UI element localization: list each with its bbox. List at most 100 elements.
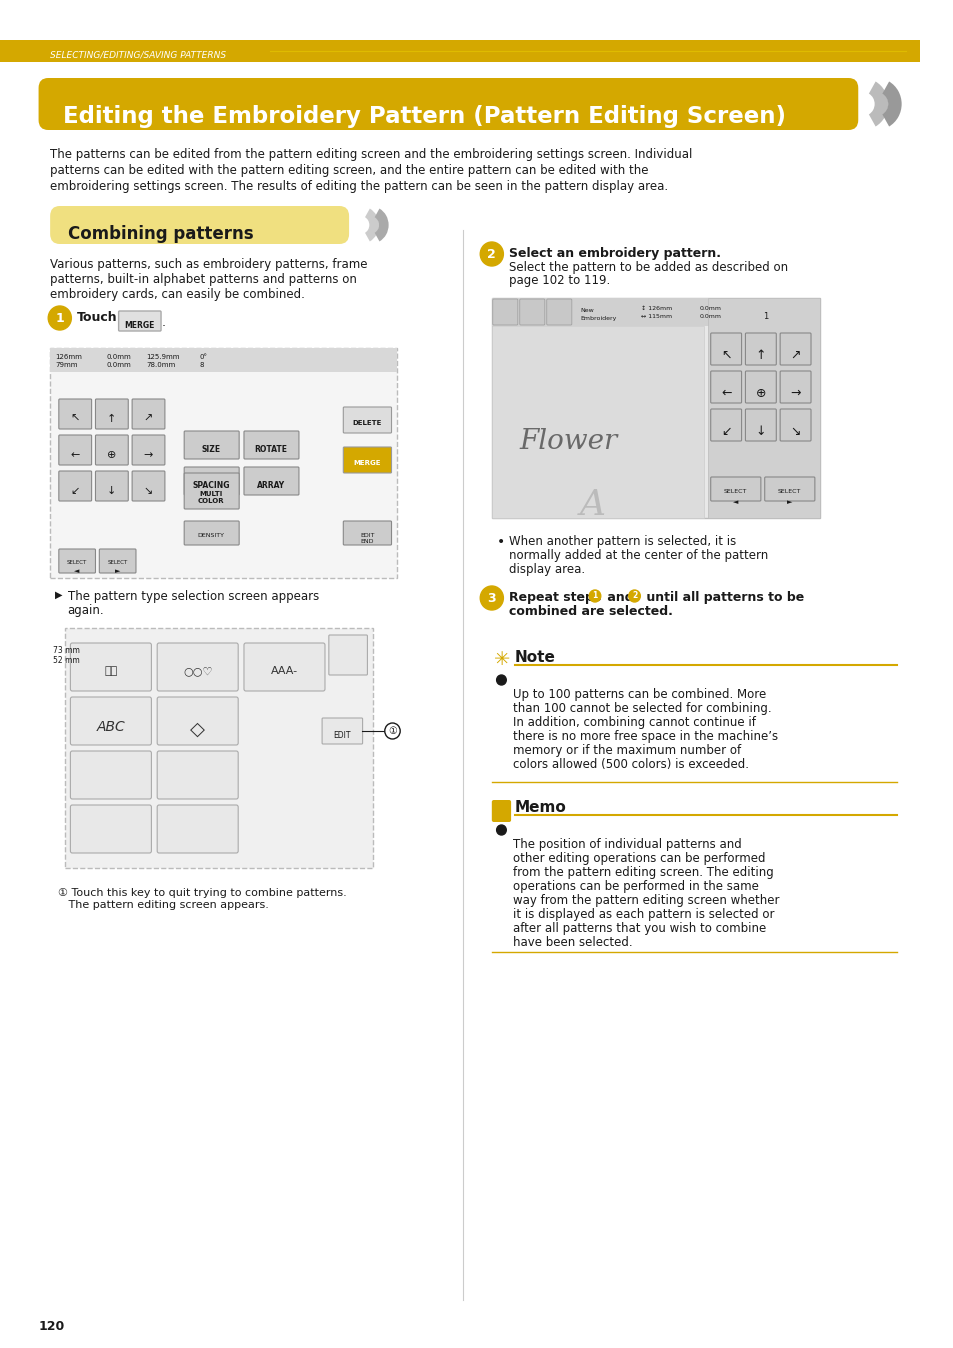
- FancyBboxPatch shape: [132, 399, 165, 429]
- Text: SELECT: SELECT: [778, 489, 801, 493]
- Text: 120: 120: [38, 1320, 65, 1333]
- Text: there is no more free space in the machine’s: there is no more free space in the machi…: [513, 731, 778, 743]
- Text: ↑: ↑: [755, 349, 765, 363]
- Text: after all patterns that you wish to combine: after all patterns that you wish to comb…: [513, 922, 765, 936]
- Circle shape: [628, 590, 639, 603]
- FancyBboxPatch shape: [244, 643, 325, 692]
- Text: ↓: ↓: [755, 425, 765, 438]
- Text: 3: 3: [487, 592, 496, 604]
- Text: ►: ►: [786, 499, 792, 506]
- Text: until all patterns to be: until all patterns to be: [641, 590, 803, 604]
- Text: have been selected.: have been selected.: [513, 936, 632, 949]
- FancyBboxPatch shape: [71, 805, 152, 853]
- Text: 2: 2: [487, 248, 496, 260]
- Text: ○○♡: ○○♡: [183, 666, 213, 675]
- Text: Various patterns, such as embroidery patterns, frame: Various patterns, such as embroidery pat…: [51, 257, 367, 271]
- FancyBboxPatch shape: [95, 470, 128, 501]
- FancyBboxPatch shape: [751, 301, 779, 324]
- FancyBboxPatch shape: [132, 435, 165, 465]
- FancyBboxPatch shape: [184, 520, 239, 545]
- Text: SELECTING/EDITING/SAVING PATTERNS: SELECTING/EDITING/SAVING PATTERNS: [51, 50, 226, 59]
- FancyBboxPatch shape: [71, 751, 152, 799]
- Text: SELECT: SELECT: [108, 559, 128, 565]
- FancyBboxPatch shape: [710, 371, 740, 403]
- Text: ←: ←: [71, 450, 80, 460]
- Text: combined are selected.: combined are selected.: [509, 605, 672, 617]
- Text: The position of individual patterns and: The position of individual patterns and: [513, 838, 741, 851]
- Circle shape: [497, 675, 506, 685]
- FancyBboxPatch shape: [780, 408, 810, 441]
- Circle shape: [384, 723, 399, 739]
- FancyBboxPatch shape: [71, 697, 152, 745]
- FancyBboxPatch shape: [59, 399, 91, 429]
- Text: ✳: ✳: [494, 650, 510, 669]
- Text: from the pattern editing screen. The editing: from the pattern editing screen. The edi…: [513, 865, 773, 879]
- Text: 0.0mm: 0.0mm: [106, 363, 131, 368]
- Text: Memo: Memo: [515, 799, 566, 816]
- Text: 0°: 0°: [199, 355, 208, 360]
- Text: Touch: Touch: [77, 311, 117, 324]
- Text: ↘: ↘: [144, 487, 153, 496]
- Wedge shape: [882, 81, 901, 127]
- FancyBboxPatch shape: [59, 435, 91, 465]
- Text: MULTI
COLOR: MULTI COLOR: [197, 491, 224, 504]
- Circle shape: [497, 825, 506, 834]
- Text: .: .: [162, 315, 166, 329]
- Text: colors allowed (500 colors) is exceeded.: colors allowed (500 colors) is exceeded.: [513, 758, 748, 771]
- Text: ↘: ↘: [789, 425, 800, 438]
- FancyBboxPatch shape: [184, 431, 239, 460]
- FancyBboxPatch shape: [132, 470, 165, 501]
- FancyBboxPatch shape: [744, 371, 776, 403]
- Text: 78.0mm: 78.0mm: [147, 363, 175, 368]
- FancyBboxPatch shape: [492, 298, 819, 326]
- Text: 125.9mm: 125.9mm: [147, 355, 180, 360]
- Text: A: A: [579, 488, 605, 522]
- Text: than 100 cannot be selected for combining.: than 100 cannot be selected for combinin…: [513, 702, 771, 714]
- Text: MERGE: MERGE: [354, 460, 381, 466]
- Text: ↓: ↓: [107, 487, 116, 496]
- Text: Combining patterns: Combining patterns: [68, 225, 253, 243]
- Text: operations can be performed in the same: operations can be performed in the same: [513, 880, 758, 892]
- Text: ↖: ↖: [71, 414, 80, 425]
- Text: ←: ←: [720, 387, 731, 400]
- FancyBboxPatch shape: [59, 470, 91, 501]
- Text: The patterns can be edited from the pattern editing screen and the embroidering : The patterns can be edited from the patt…: [51, 148, 692, 160]
- FancyBboxPatch shape: [244, 431, 298, 460]
- FancyBboxPatch shape: [343, 448, 391, 473]
- Text: 2: 2: [631, 592, 637, 600]
- Text: Embroidery: Embroidery: [580, 315, 617, 321]
- Text: ◄: ◄: [74, 568, 80, 574]
- Text: ↙: ↙: [720, 425, 731, 438]
- Text: ◇: ◇: [190, 720, 205, 739]
- Text: patterns can be edited with the pattern editing screen, and the entire pattern c: patterns can be edited with the pattern …: [51, 164, 648, 177]
- FancyBboxPatch shape: [343, 407, 391, 433]
- Text: ↗: ↗: [144, 414, 153, 425]
- Circle shape: [479, 586, 503, 611]
- FancyBboxPatch shape: [118, 311, 161, 332]
- Circle shape: [479, 243, 503, 266]
- FancyBboxPatch shape: [51, 348, 396, 372]
- Text: 1: 1: [55, 311, 64, 325]
- Text: When another pattern is selected, it is: When another pattern is selected, it is: [509, 535, 736, 549]
- Text: ↑: ↑: [107, 414, 116, 425]
- FancyBboxPatch shape: [744, 408, 776, 441]
- FancyBboxPatch shape: [492, 799, 511, 822]
- FancyBboxPatch shape: [546, 299, 571, 325]
- FancyBboxPatch shape: [157, 643, 238, 692]
- FancyBboxPatch shape: [99, 549, 136, 573]
- Text: ABC: ABC: [96, 720, 125, 735]
- Text: ROTATE: ROTATE: [254, 445, 287, 454]
- Text: it is displayed as each pattern is selected or: it is displayed as each pattern is selec…: [513, 909, 774, 921]
- Text: ◄: ◄: [732, 499, 738, 506]
- Text: embroidering settings screen. The results of editing the pattern can be seen in : embroidering settings screen. The result…: [51, 181, 667, 193]
- Text: DENSITY: DENSITY: [197, 532, 225, 538]
- FancyBboxPatch shape: [71, 643, 152, 692]
- Text: SPACING: SPACING: [193, 481, 230, 491]
- Wedge shape: [375, 209, 388, 241]
- Text: again.: again.: [68, 604, 104, 617]
- FancyBboxPatch shape: [95, 399, 128, 429]
- Text: memory or if the maximum number of: memory or if the maximum number of: [513, 744, 740, 758]
- Text: display area.: display area.: [509, 563, 585, 576]
- FancyBboxPatch shape: [710, 333, 740, 365]
- Text: New: New: [580, 307, 594, 313]
